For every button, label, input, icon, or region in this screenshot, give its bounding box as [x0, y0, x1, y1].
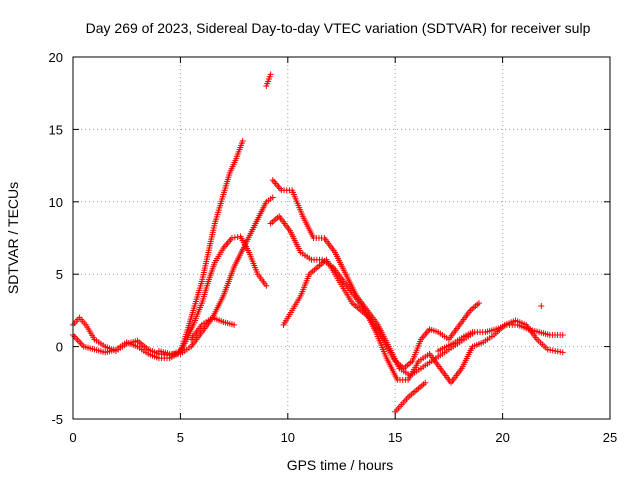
x-tick-label: 0 [69, 430, 76, 445]
series-track-j [435, 329, 476, 354]
plot-frame [72, 56, 611, 420]
series-track-k [538, 303, 545, 310]
y-tick-label: 0 [56, 340, 63, 355]
series-track-e [263, 71, 274, 89]
data-point [475, 300, 482, 307]
data-point [263, 282, 270, 289]
axis-ticks [72, 56, 611, 420]
y-tick-label: -5 [51, 412, 63, 427]
x-tick-label: 25 [603, 430, 617, 445]
data-point [559, 332, 566, 339]
data-point [559, 349, 566, 356]
data-point [231, 321, 238, 328]
y-tick-label: 20 [49, 50, 63, 65]
x-tick-label: 5 [177, 430, 184, 445]
series-track-a [70, 233, 270, 359]
data-point [267, 71, 274, 78]
y-tick-label: 5 [56, 267, 63, 282]
data-point [422, 379, 429, 386]
x-tick-label: 20 [495, 430, 509, 445]
x-tick-label: 10 [281, 430, 295, 445]
data-point [239, 137, 246, 144]
y-axis-label: SDTVAR / TECUs [5, 182, 21, 294]
grid-lines [73, 57, 610, 419]
data-point [538, 303, 545, 310]
series-track-h [280, 256, 482, 372]
series-track-g [267, 213, 566, 386]
y-tick-label: 10 [49, 195, 63, 210]
series-track-d [188, 314, 238, 343]
series-track-b [70, 137, 246, 362]
data-point [269, 194, 276, 201]
y-tick-label: 15 [49, 122, 63, 137]
x-axis-label: GPS time / hours [287, 457, 394, 473]
chart-title: Day 269 of 2023, Sidereal Day-to-day VTE… [86, 20, 591, 36]
data-point [469, 329, 476, 336]
tick-labels: 0 5 10 15 20 25 -5 0 5 10 15 20 [49, 50, 618, 445]
series-track-c [155, 194, 276, 357]
data-points [70, 71, 566, 415]
x-tick-label: 15 [388, 430, 402, 445]
series-track-i [392, 379, 429, 415]
